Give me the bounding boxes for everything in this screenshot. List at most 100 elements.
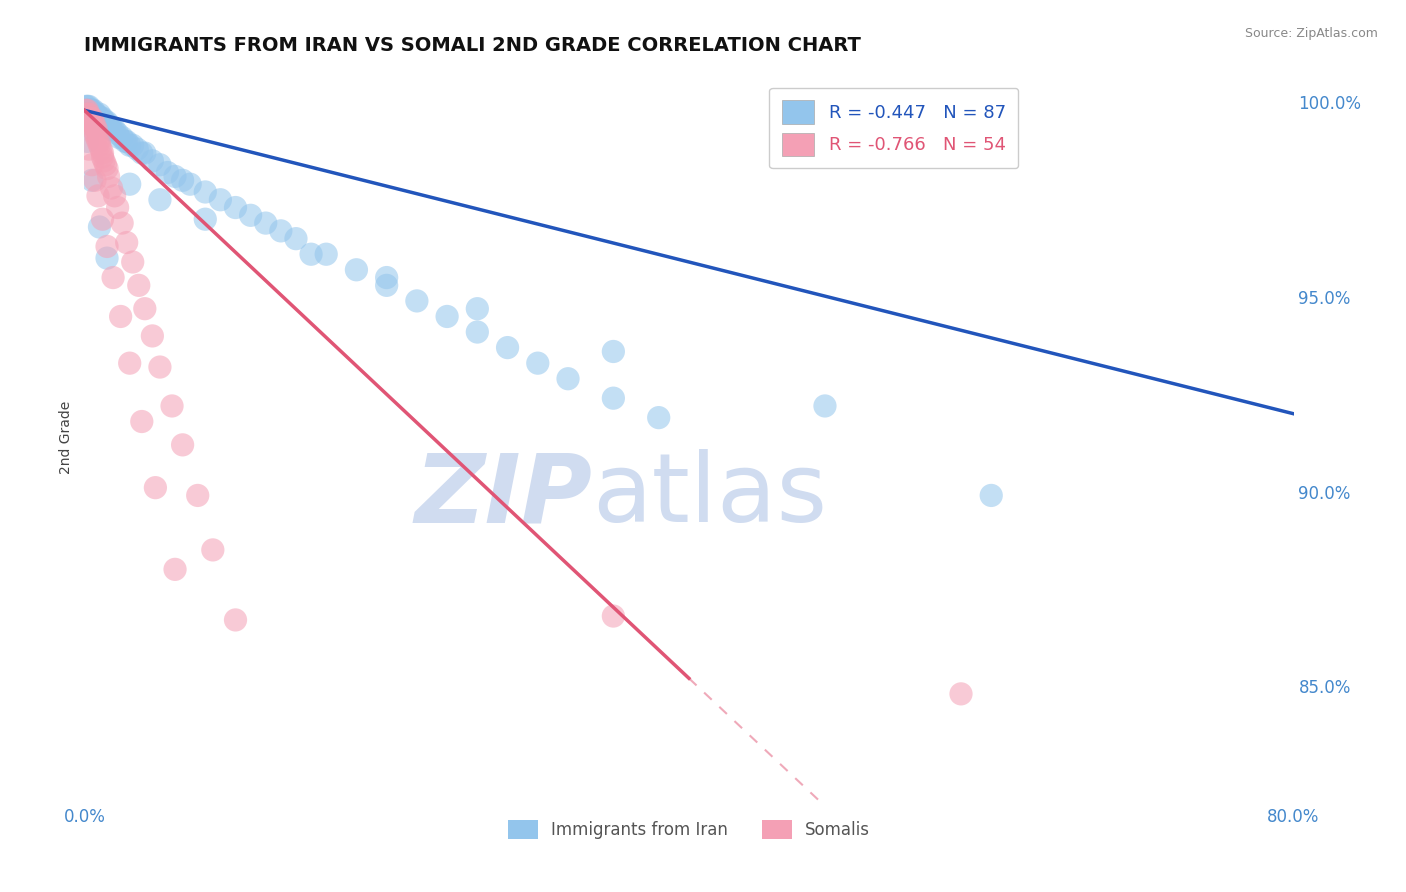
Point <box>980 488 1002 502</box>
Point <box>93 119 115 133</box>
Point <box>131 415 153 429</box>
Point <box>100 181 122 195</box>
Point <box>86 122 108 136</box>
Point <box>89 219 111 234</box>
Point <box>149 158 172 172</box>
Text: IMMIGRANTS FROM IRAN VS SOMALI 2ND GRADE CORRELATION CHART: IMMIGRANTS FROM IRAN VS SOMALI 2ND GRADE… <box>84 36 862 54</box>
Point <box>602 344 624 359</box>
Point <box>86 111 108 125</box>
Point <box>90 142 112 156</box>
Point <box>80 111 103 125</box>
Point <box>114 135 136 149</box>
Point <box>96 239 118 253</box>
Point <box>75 99 97 113</box>
Point <box>467 325 489 339</box>
Point <box>121 138 143 153</box>
Point <box>141 329 163 343</box>
Point <box>104 122 127 136</box>
Point <box>270 224 292 238</box>
Point <box>76 103 98 118</box>
Point <box>602 609 624 624</box>
Point <box>93 115 115 129</box>
Legend: Immigrants from Iran, Somalis: Immigrants from Iran, Somalis <box>502 814 876 846</box>
Point <box>89 138 111 153</box>
Point <box>254 216 277 230</box>
Point <box>94 115 117 129</box>
Point <box>436 310 458 324</box>
Point <box>75 103 97 118</box>
Point <box>375 278 398 293</box>
Point <box>149 193 172 207</box>
Point <box>209 193 232 207</box>
Point <box>141 153 163 168</box>
Point <box>172 173 194 187</box>
Point <box>111 130 134 145</box>
Text: Source: ZipAtlas.com: Source: ZipAtlas.com <box>1244 27 1378 40</box>
Point <box>76 135 98 149</box>
Point <box>285 232 308 246</box>
Point <box>96 161 118 176</box>
Point <box>82 122 104 136</box>
Point <box>91 119 114 133</box>
Point <box>91 212 114 227</box>
Point <box>107 127 129 141</box>
Point <box>128 278 150 293</box>
Point <box>80 173 103 187</box>
Point <box>82 111 104 125</box>
Point <box>315 247 337 261</box>
Point <box>90 111 112 125</box>
Point <box>375 270 398 285</box>
Point <box>80 107 103 121</box>
Point <box>115 135 138 149</box>
Point <box>84 127 107 141</box>
Point <box>87 135 110 149</box>
Point <box>97 169 120 184</box>
Point <box>201 542 224 557</box>
Point <box>77 111 100 125</box>
Point <box>76 107 98 121</box>
Point <box>118 138 141 153</box>
Point <box>179 177 201 191</box>
Point <box>127 142 149 156</box>
Point <box>84 119 107 133</box>
Point <box>86 115 108 129</box>
Point <box>239 208 262 222</box>
Point <box>121 255 143 269</box>
Point <box>77 142 100 156</box>
Point <box>187 488 209 502</box>
Point <box>467 301 489 316</box>
Point <box>134 301 156 316</box>
Point <box>165 562 187 576</box>
Point <box>84 111 107 125</box>
Point <box>87 115 110 129</box>
Point <box>194 212 217 227</box>
Point <box>89 135 111 149</box>
Text: atlas: atlas <box>592 449 827 542</box>
Point <box>110 310 132 324</box>
Point <box>80 119 103 133</box>
Y-axis label: 2nd Grade: 2nd Grade <box>59 401 73 474</box>
Point <box>145 481 167 495</box>
Point <box>118 356 141 370</box>
Point <box>98 119 121 133</box>
Point <box>557 372 579 386</box>
Point <box>814 399 837 413</box>
Point <box>80 158 103 172</box>
Point <box>79 111 101 125</box>
Point <box>950 687 973 701</box>
Point <box>225 613 247 627</box>
Point <box>90 115 112 129</box>
Point <box>602 391 624 405</box>
Point <box>165 169 187 184</box>
Point <box>93 153 115 168</box>
Point <box>86 130 108 145</box>
Point <box>172 438 194 452</box>
Point <box>84 115 107 129</box>
Point <box>346 262 368 277</box>
Point <box>149 359 172 374</box>
Point <box>194 185 217 199</box>
Point <box>89 111 111 125</box>
Point <box>91 146 114 161</box>
Point <box>496 341 519 355</box>
Point <box>77 99 100 113</box>
